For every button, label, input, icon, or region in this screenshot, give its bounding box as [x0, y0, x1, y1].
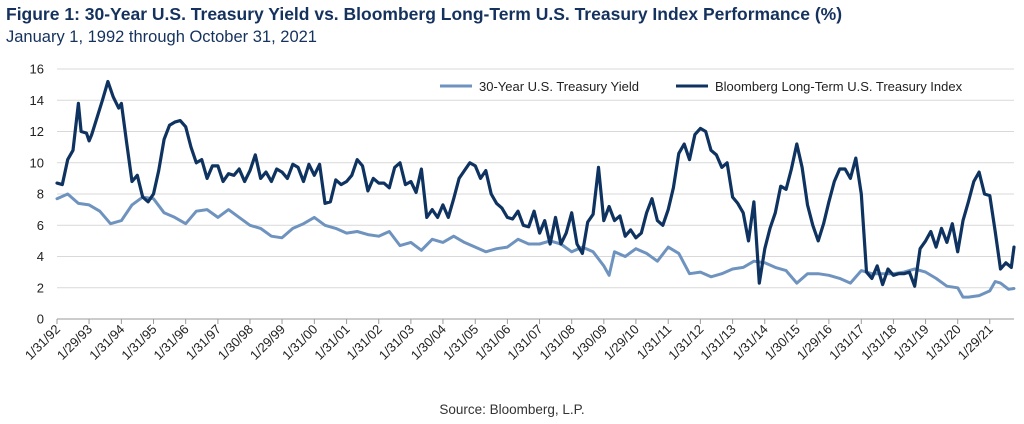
- legend: 30-Year U.S. Treasury Yield Bloomberg Lon…: [440, 79, 963, 94]
- y-tick-label: 12: [30, 124, 44, 139]
- x-tick-label: 1/29/99: [247, 322, 288, 363]
- y-tick-label: 2: [37, 280, 44, 295]
- x-tick-label: 1/31/08: [537, 322, 578, 363]
- y-axis-ticks: 0 2 4 6 8 10 12 14 16: [30, 62, 44, 327]
- y-tick-label: 8: [37, 187, 44, 202]
- source-note: Source: Bloomberg, L.P.: [439, 402, 585, 417]
- x-tick-label: 1/31/96: [151, 322, 192, 363]
- x-tick-label: 1/31/00: [279, 322, 320, 363]
- x-tick-label: 1/29/21: [955, 322, 996, 363]
- x-tick-label: 1/31/12: [665, 322, 706, 363]
- y-tick-label: 16: [30, 62, 44, 77]
- x-tick-label: 1/31/05: [440, 322, 481, 363]
- gridlines: [57, 68, 1014, 289]
- y-tick-label: 14: [30, 93, 44, 108]
- x-tick-label: 1/29/16: [794, 322, 835, 363]
- series-line-treasury-yield: [55, 192, 1016, 299]
- chart-title: Figure 1: 30-Year U.S. Treasury Yield vs…: [6, 4, 843, 24]
- y-tick-label: 6: [37, 218, 44, 233]
- y-tick-label: 10: [30, 155, 44, 170]
- x-tick-label: 1/29/10: [601, 322, 642, 363]
- x-tick-label: 1/31/95: [118, 322, 159, 363]
- x-tick-label: 1/30/04: [408, 322, 449, 363]
- legend-label: 30-Year U.S. Treasury Yield: [479, 79, 639, 94]
- x-tick-label: 1/31/02: [344, 322, 385, 363]
- x-tick-label: 1/31/19: [890, 322, 931, 363]
- series-line-treasury-index: [55, 79, 1016, 288]
- x-tick-label: 1/31/07: [504, 322, 545, 363]
- x-axis-ticks: 1/31/921/29/931/31/941/31/951/31/961/31/…: [22, 319, 996, 363]
- x-tick-label: 1/31/13: [697, 322, 738, 363]
- x-tick-label: 1/31/06: [472, 322, 513, 363]
- x-tick-label: 1/31/01: [311, 322, 352, 363]
- y-tick-label: 4: [37, 249, 44, 264]
- series-lines: [55, 79, 1016, 299]
- x-tick-label: 1/31/17: [826, 322, 867, 363]
- x-tick-label: 1/31/18: [858, 322, 899, 363]
- chart-subtitle: January 1, 1992 through October 31, 2021: [6, 28, 317, 46]
- x-tick-label: 1/31/94: [86, 322, 127, 363]
- x-tick-label: 1/29/93: [54, 322, 95, 363]
- legend-label: Bloomberg Long-Term U.S. Treasury Index: [715, 79, 963, 94]
- y-tick-label: 0: [37, 312, 44, 327]
